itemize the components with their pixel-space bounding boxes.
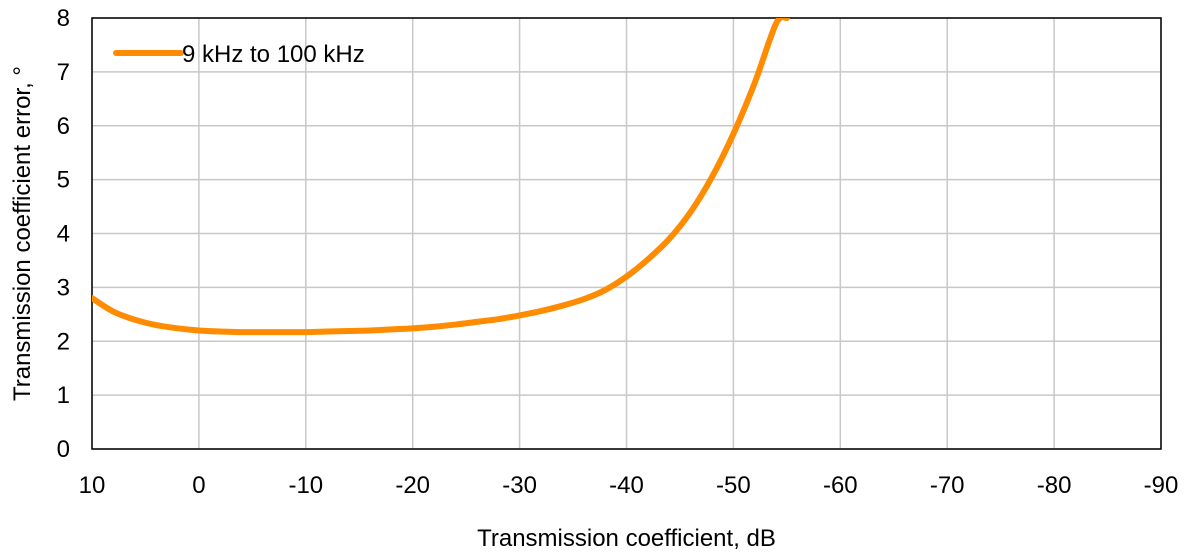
x-tick-label: 0: [192, 472, 205, 499]
x-tick-label: -60: [823, 472, 858, 499]
x-tick-label: -20: [395, 472, 430, 499]
x-tick-label: 10: [79, 472, 106, 499]
y-tick-label: 7: [57, 59, 70, 86]
legend-label: 9 kHz to 100 kHz: [182, 41, 365, 68]
x-tick-label: -80: [1037, 472, 1072, 499]
y-tick-label: 2: [57, 328, 70, 355]
x-tick-label: -30: [502, 472, 537, 499]
x-tick-label: -70: [930, 472, 965, 499]
x-axis-title: Transmission coefficient, dB: [477, 525, 776, 552]
y-tick-label: 0: [57, 436, 70, 463]
y-axis-tick-labels: 0 1 2 3 4 5 6 7 8: [57, 5, 70, 463]
y-tick-label: 4: [57, 221, 70, 248]
y-tick-label: 6: [57, 113, 70, 140]
series-line: [92, 18, 790, 336]
x-tick-label: -40: [609, 472, 644, 499]
grid-lines: [91, 17, 1162, 450]
series-layer: [92, 18, 790, 336]
legend: 9 kHz to 100 kHz: [113, 41, 365, 68]
y-tick-label: 1: [57, 382, 70, 409]
y-tick-label: 5: [57, 167, 70, 194]
plot-area-frame: [91, 17, 1162, 450]
x-tick-label: -50: [716, 472, 751, 499]
y-axis-title: Transmission coefficient error, °: [9, 66, 36, 401]
x-tick-label: -10: [288, 472, 323, 499]
y-tick-label: 3: [57, 274, 70, 301]
x-tick-label: -90: [1144, 472, 1179, 499]
x-axis-tick-labels: 10 0 -10 -20 -30 -40 -50 -60 -70 -80 -90: [79, 472, 1179, 499]
y-tick-label: 8: [57, 5, 70, 32]
